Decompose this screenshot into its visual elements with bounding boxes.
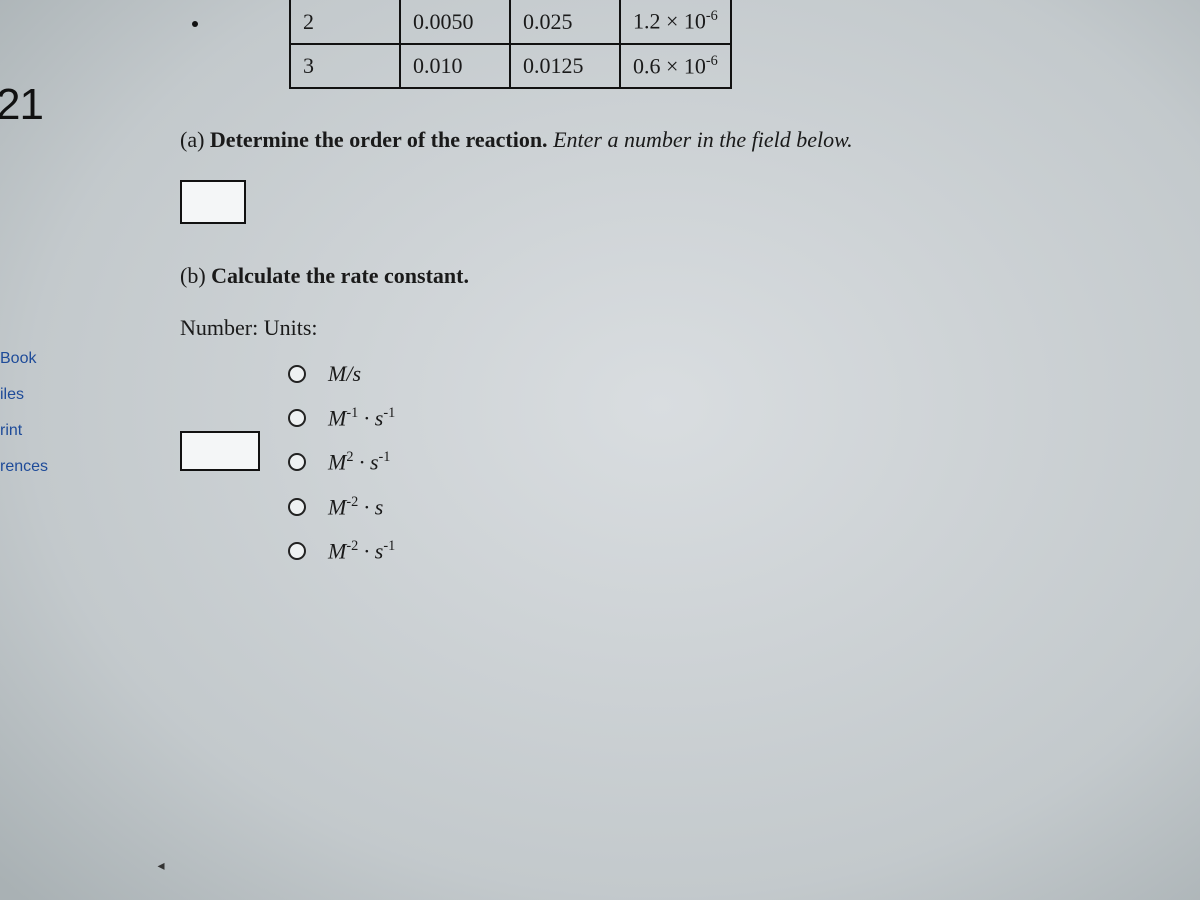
sidebar-item-print[interactable]: rint xyxy=(0,422,80,440)
part-b-bold: Calculate the rate constant. xyxy=(211,263,469,288)
cell-c2: 0.025 xyxy=(510,0,620,44)
cell-exp: 3 xyxy=(290,44,400,88)
radio-icon xyxy=(288,498,306,516)
cell-c1: 0.010 xyxy=(400,44,510,88)
question-number: 21 xyxy=(0,80,80,130)
order-input[interactable] xyxy=(180,180,246,224)
radio-icon xyxy=(288,542,306,560)
radio-icon xyxy=(288,453,306,471)
left-column: 21 Book iles rint rences xyxy=(0,0,80,900)
cell-rate: 1.2 × 10-6 xyxy=(620,0,731,44)
sidebar-item-book[interactable]: Book xyxy=(0,350,80,368)
rate-constant-input[interactable] xyxy=(180,431,260,471)
unit-option-3[interactable]: M2 · s-1 xyxy=(288,449,395,475)
cell-rate: 0.6 × 10-6 xyxy=(620,44,731,88)
table-row: 2 0.0050 0.025 1.2 × 10-6 xyxy=(180,0,731,44)
table-row: 3 0.010 0.0125 0.6 × 10-6 xyxy=(180,44,731,88)
part-a-italic: Enter a number in the field below. xyxy=(553,127,853,152)
scroll-left-icon[interactable]: ◂ xyxy=(150,854,172,876)
unit-option-4[interactable]: M-2 · s xyxy=(288,494,395,520)
unit-label: M-1 · s-1 xyxy=(328,405,395,431)
unit-option-1[interactable]: M/s xyxy=(288,361,395,387)
radio-icon xyxy=(288,365,306,383)
cell-c2: 0.0125 xyxy=(510,44,620,88)
main-column: 2 0.0050 0.025 1.2 × 10-6 3 0.010 0.0125… xyxy=(80,0,1200,900)
data-table: 2 0.0050 0.025 1.2 × 10-6 3 0.010 0.0125… xyxy=(180,0,732,89)
page: 21 Book iles rint rences 2 0.0050 0.025 … xyxy=(0,0,1200,900)
units-radio-list: M/s M-1 · s-1 M2 · s-1 M-2 · s M-2 · s-1 xyxy=(288,361,395,564)
part-b-prompt: (b) Calculate the rate constant. xyxy=(180,263,1160,289)
unit-label: M-2 · s xyxy=(328,494,383,520)
part-b-label: (b) xyxy=(180,263,206,288)
sidebar-links: Book iles rint rences xyxy=(0,350,80,476)
part-a-bold: Determine the order of the reaction. xyxy=(210,127,548,152)
unit-label: M/s xyxy=(328,361,361,387)
cell-c1: 0.0050 xyxy=(400,0,510,44)
unit-option-2[interactable]: M-1 · s-1 xyxy=(288,405,395,431)
cell-exp: 2 xyxy=(290,0,400,44)
radio-icon xyxy=(288,409,306,427)
unit-label: M2 · s-1 xyxy=(328,449,390,475)
sidebar-item-files[interactable]: iles xyxy=(0,386,80,404)
part-a-prompt: (a) Determine the order of the reaction.… xyxy=(180,123,1160,156)
units-block: M/s M-1 · s-1 M2 · s-1 M-2 · s M-2 · s-1 xyxy=(180,359,1160,564)
unit-option-5[interactable]: M-2 · s-1 xyxy=(288,538,395,564)
part-a-label: (a) xyxy=(180,127,204,152)
row-bullet-empty xyxy=(180,44,290,88)
unit-label: M-2 · s-1 xyxy=(328,538,395,564)
number-units-label: Number: Units: xyxy=(180,315,1160,341)
sidebar-item-references[interactable]: rences xyxy=(0,458,80,476)
row-bullet xyxy=(180,0,290,44)
